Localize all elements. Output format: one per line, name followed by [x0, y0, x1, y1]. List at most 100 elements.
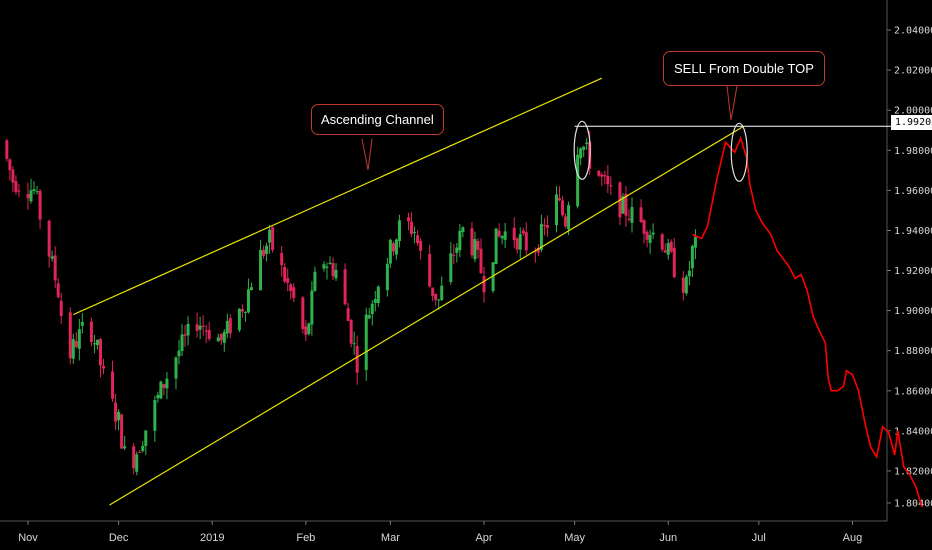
candle-body [301, 297, 305, 330]
candle-body [606, 175, 610, 185]
candle-body [92, 343, 96, 345]
candle-body [410, 221, 414, 234]
candle-body [413, 232, 417, 234]
y-tick-label: 2.00000 [894, 106, 932, 117]
candle-body [533, 251, 537, 253]
candle-body [582, 146, 586, 150]
candle-body [391, 243, 395, 252]
annotation-pointer-sell [726, 85, 738, 121]
candle-body [431, 287, 435, 296]
candle-body [503, 231, 507, 240]
candle-body [98, 339, 102, 366]
candle-body [597, 170, 601, 176]
double-top-ellipse-2 [730, 122, 748, 182]
candle-body [283, 266, 287, 282]
candle-body [660, 234, 664, 250]
candle-body [388, 239, 392, 264]
candle-body [259, 249, 263, 291]
candle-body [564, 216, 568, 227]
candle-body [364, 314, 368, 370]
candle-body [663, 250, 667, 253]
candle-body [539, 223, 543, 250]
x-tick-label: Dec [109, 532, 129, 544]
x-tick-label: May [564, 532, 585, 544]
candle-body [600, 174, 604, 177]
candle-body [370, 303, 374, 315]
candle-body [687, 270, 691, 277]
candle-body [482, 275, 486, 293]
candle-body [672, 247, 676, 278]
y-tick-label: 1.84000 [894, 426, 932, 437]
candle-body [265, 245, 269, 254]
candle-body [310, 290, 314, 325]
candle-body [17, 190, 21, 192]
candle-body [579, 148, 583, 159]
annotation-pointer-channel [361, 138, 373, 171]
y-tick-label: 1.98000 [894, 146, 932, 157]
candle-body [642, 220, 646, 234]
candle-body [669, 241, 673, 252]
current-price-label: 1.99202 [891, 115, 932, 130]
candle-body [524, 232, 528, 251]
candle-body [558, 198, 562, 201]
candle-body [376, 286, 380, 304]
candle-body [11, 169, 15, 183]
candle-body [304, 326, 308, 335]
candle-body [328, 262, 332, 265]
candle-body [59, 300, 63, 317]
candle-body [434, 293, 438, 300]
candle-body [237, 308, 241, 331]
candle-body [476, 241, 480, 250]
candle-body [243, 311, 247, 313]
candle-body [162, 384, 166, 388]
y-tick-label: 1.82000 [894, 466, 932, 477]
candle-body [114, 402, 118, 422]
candle-body [500, 236, 504, 239]
y-tick-label: 1.88000 [894, 346, 932, 357]
x-tick-label: Jun [659, 532, 677, 544]
candle-body [373, 299, 377, 303]
candle-body [576, 154, 580, 207]
candle-body [452, 254, 456, 256]
candle-body [77, 329, 81, 349]
candle-body [219, 333, 223, 341]
x-tick-label: 2019 [200, 532, 224, 544]
candle-body [394, 239, 398, 255]
candle-body [8, 159, 12, 171]
candle-body [144, 430, 148, 446]
candle-body [515, 238, 519, 250]
candle-body [639, 207, 643, 223]
y-tick-label: 1.96000 [894, 186, 932, 197]
candle-body [111, 371, 115, 399]
candle-body [627, 218, 631, 220]
candle-body [26, 194, 30, 199]
candle-body [512, 227, 516, 241]
candle-body [159, 381, 163, 399]
candle-body [385, 263, 389, 291]
candle-body [95, 339, 99, 346]
candle-body [141, 445, 145, 452]
candle-body [567, 205, 571, 230]
candle-body [216, 337, 220, 342]
candle-body [262, 249, 266, 256]
candle-body [349, 319, 353, 344]
candle-body [74, 341, 78, 347]
channel-lower-line [109, 125, 745, 506]
candle-body [117, 411, 121, 421]
candle-body [346, 308, 350, 321]
candle-body [156, 394, 160, 399]
candle-body [198, 325, 202, 330]
candle-body [561, 200, 565, 216]
candle-body [289, 284, 293, 292]
candle-body [497, 230, 501, 237]
candle-body [367, 315, 371, 319]
y-tick-label: 1.80400 [894, 498, 932, 509]
y-tick-label: 1.86000 [894, 386, 932, 397]
candle-body [325, 266, 329, 268]
candle-body [449, 253, 453, 282]
candle-body [455, 247, 459, 253]
candle-body [621, 196, 625, 214]
x-tick-label: Jul [752, 532, 766, 544]
candle-body [693, 236, 697, 248]
